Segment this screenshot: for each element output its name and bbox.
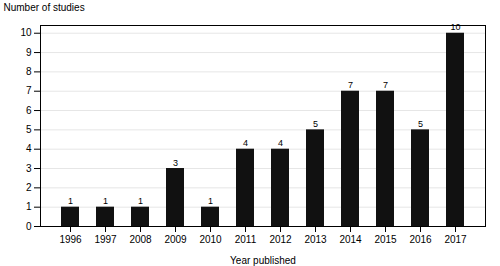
svg-text:2009: 2009 xyxy=(164,234,187,245)
svg-text:Number of studies: Number of studies xyxy=(4,2,85,13)
svg-text:3: 3 xyxy=(26,163,32,174)
svg-text:2: 2 xyxy=(26,182,32,193)
svg-text:3: 3 xyxy=(173,158,178,168)
svg-text:2016: 2016 xyxy=(409,234,432,245)
svg-text:6: 6 xyxy=(26,105,32,116)
svg-text:7: 7 xyxy=(383,80,388,90)
svg-text:1997: 1997 xyxy=(94,234,117,245)
svg-text:2008: 2008 xyxy=(129,234,152,245)
svg-text:2010: 2010 xyxy=(199,234,222,245)
svg-text:5: 5 xyxy=(418,119,423,129)
svg-text:8: 8 xyxy=(26,66,32,77)
svg-text:1: 1 xyxy=(68,196,73,206)
svg-text:2014: 2014 xyxy=(339,234,362,245)
svg-text:2013: 2013 xyxy=(304,234,327,245)
svg-text:4: 4 xyxy=(278,138,283,148)
svg-text:5: 5 xyxy=(313,119,318,129)
svg-text:7: 7 xyxy=(348,80,353,90)
svg-text:1: 1 xyxy=(138,196,143,206)
svg-text:9: 9 xyxy=(26,47,32,58)
svg-text:7: 7 xyxy=(26,85,32,96)
svg-text:5: 5 xyxy=(26,124,32,135)
svg-text:Year published: Year published xyxy=(230,255,296,266)
svg-text:10: 10 xyxy=(450,22,460,32)
svg-text:2011: 2011 xyxy=(235,234,257,245)
svg-text:2017: 2017 xyxy=(444,234,467,245)
svg-text:1996: 1996 xyxy=(59,234,82,245)
svg-text:1: 1 xyxy=(103,196,108,206)
svg-text:2015: 2015 xyxy=(374,234,397,245)
svg-text:1: 1 xyxy=(208,196,213,206)
svg-text:4: 4 xyxy=(26,143,32,154)
svg-text:1: 1 xyxy=(26,201,32,212)
svg-text:0: 0 xyxy=(26,221,32,232)
svg-text:2012: 2012 xyxy=(269,234,292,245)
svg-text:10: 10 xyxy=(20,27,32,38)
svg-text:4: 4 xyxy=(243,138,248,148)
